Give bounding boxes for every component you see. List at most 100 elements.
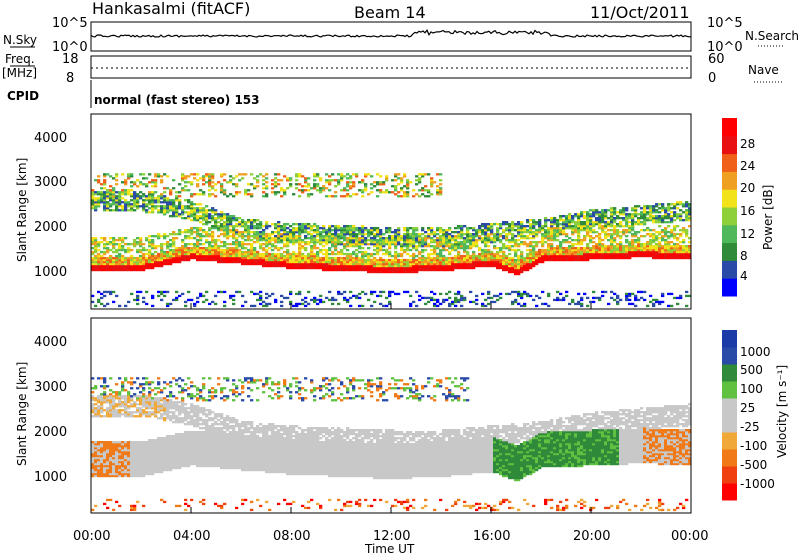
power-cell	[592, 291, 595, 293]
power-cell	[139, 197, 142, 199]
power-cell	[184, 305, 187, 307]
power-cell	[451, 247, 454, 249]
power-cell	[400, 267, 403, 269]
power-cell	[301, 299, 304, 301]
power-cell	[676, 255, 679, 257]
power-cell	[202, 231, 205, 233]
power-cell	[106, 261, 109, 263]
power-cell	[625, 235, 628, 237]
power-cell	[457, 255, 460, 257]
power-cell	[244, 261, 247, 263]
power-cell	[334, 235, 337, 237]
date-title: 11/Oct/2011	[590, 3, 690, 22]
power-cell	[250, 173, 253, 175]
power-cell	[181, 293, 184, 295]
power-cell	[274, 225, 277, 227]
power-cell	[391, 255, 394, 257]
power-cell	[640, 223, 643, 225]
power-cell	[529, 265, 532, 267]
power-cell	[241, 237, 244, 239]
power-cell	[205, 175, 208, 177]
power-cell	[553, 231, 556, 233]
power-cell	[109, 243, 112, 245]
power-cell	[235, 257, 238, 259]
power-cell	[442, 247, 445, 249]
power-cell	[592, 241, 595, 243]
power-cell	[94, 259, 97, 261]
power-cell	[142, 257, 145, 259]
power-cell	[682, 205, 685, 207]
power-cell	[226, 229, 229, 231]
power-cell	[160, 179, 163, 181]
power-cell	[679, 213, 682, 215]
power-cell	[259, 261, 262, 263]
velocity-cell	[100, 443, 103, 445]
power-cell	[430, 299, 433, 301]
velocity-cell	[97, 415, 100, 417]
power-cell	[139, 267, 142, 269]
power-cell	[379, 241, 382, 243]
power-cell	[664, 229, 667, 231]
power-cell	[145, 185, 148, 187]
power-cell	[280, 257, 283, 259]
velocity-cell	[103, 445, 106, 447]
power-cell	[283, 233, 286, 235]
power-cell	[211, 187, 214, 189]
power-cell	[106, 189, 109, 191]
power-cell	[556, 233, 559, 235]
velocity-cell	[115, 473, 118, 475]
power-cell	[415, 265, 418, 267]
power-cell	[370, 253, 373, 255]
power-cell	[502, 269, 505, 271]
power-cell	[229, 261, 232, 263]
velocity-cell	[118, 463, 121, 465]
power-cell	[541, 249, 544, 251]
power-cell	[190, 253, 193, 255]
power-cell	[313, 265, 316, 267]
power-cell	[634, 221, 637, 223]
power-cell	[232, 231, 235, 233]
power-cell	[334, 257, 337, 259]
power-cell	[430, 263, 433, 265]
power-cell	[484, 237, 487, 239]
power-cell	[586, 221, 589, 223]
velocity-cell	[100, 457, 103, 459]
power-cell	[586, 211, 589, 213]
power-cell	[472, 241, 475, 243]
power-cell	[310, 267, 313, 269]
power-cell	[322, 235, 325, 237]
power-cell	[502, 257, 505, 259]
power-cell	[613, 227, 616, 229]
power-cell	[337, 303, 340, 305]
power-cell	[298, 223, 301, 225]
power-cell	[412, 243, 415, 245]
power-cell	[496, 237, 499, 239]
power-cell	[193, 203, 196, 205]
power-cell	[436, 253, 439, 255]
power-cell	[322, 187, 325, 189]
power-cell	[517, 233, 520, 235]
power-cell	[520, 257, 523, 259]
power-cell	[379, 303, 382, 305]
power-cell	[460, 259, 463, 261]
power-cell	[94, 241, 97, 243]
power-cell	[463, 267, 466, 269]
power-cell	[523, 243, 526, 245]
power-cell	[559, 215, 562, 217]
power-cell	[661, 239, 664, 241]
power-cell	[484, 263, 487, 265]
power-cell	[223, 227, 226, 229]
power-cell	[601, 257, 604, 259]
power-cell	[415, 245, 418, 247]
power-cell	[529, 223, 532, 225]
power-cell	[412, 195, 415, 197]
power-cell	[295, 267, 298, 269]
power-cell	[649, 253, 652, 255]
power-cell	[295, 183, 298, 185]
power-cell	[325, 257, 328, 259]
power-cell	[298, 243, 301, 245]
power-cell	[361, 263, 364, 265]
power-cell	[367, 255, 370, 257]
power-cell	[355, 193, 358, 195]
power-cell	[412, 267, 415, 269]
